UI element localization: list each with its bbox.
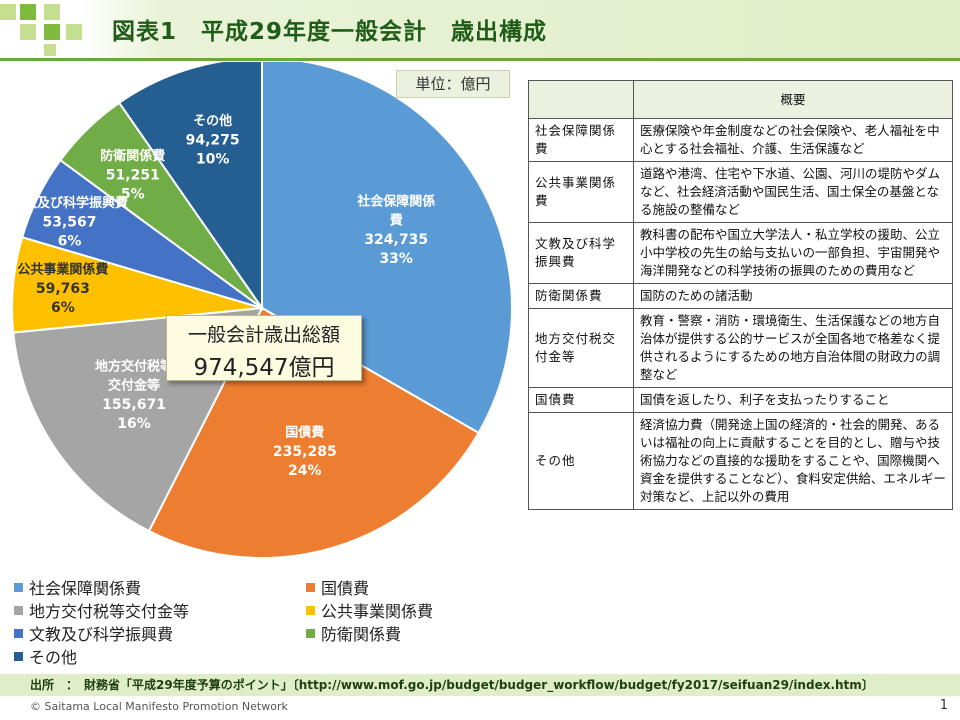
legend-label: 公共事業関係費 bbox=[321, 602, 434, 621]
slice-percent-0: 33% bbox=[379, 251, 413, 267]
slice-value-6: 94,275 bbox=[186, 133, 240, 149]
table-cell-description: 教科書の配布や国立大学法人・私立学校の援助、公立小中学校の先生の給与支払いの一部… bbox=[633, 222, 953, 284]
slice-percent-6: 10% bbox=[196, 152, 230, 168]
table-row: その他 経済協力費（開発途上国の経済的・社会的開発、あるいは福祉の向上に貢献するこ… bbox=[528, 412, 953, 510]
table-cell-description: 国防のための諸活動 bbox=[633, 283, 953, 309]
slice-label-1: 国債費 bbox=[285, 424, 324, 440]
slice-label-0: 社会保障関係 bbox=[356, 193, 435, 209]
table-row: 地方交付税交付金等 教育・警察・消防・環境衛生、生活保護などの地方自治体が提供する… bbox=[528, 308, 953, 388]
total-value: 974,547億円 bbox=[193, 355, 335, 381]
source-citation: 財務省「平成29年度予算のポイント」〔http://www.mof.go.jp/… bbox=[84, 678, 874, 692]
total-callout: 一般会計歳出総額 974,547億円 bbox=[166, 315, 362, 381]
pie-slices bbox=[11, 62, 513, 559]
legend-swatch bbox=[14, 582, 23, 592]
legend-swatch bbox=[306, 605, 315, 615]
legend-label: 文教及び科学振興費 bbox=[29, 625, 174, 644]
slice-value-5: 51,251 bbox=[106, 168, 160, 184]
unit-label: 単位：億円 bbox=[396, 70, 510, 98]
copyright: © Saitama Local Manifesto Promotion Netw… bbox=[30, 700, 288, 713]
legend-label: 防衛関係費 bbox=[321, 625, 402, 644]
legend-item: その他 bbox=[14, 644, 77, 668]
table-row: 公共事業関係費 道路や港湾、住宅や下水道、公園、河川の堤防やダムなど、社会経済活動… bbox=[528, 161, 953, 223]
table-cell-description: 国債を返したり、利子を支払ったりすること bbox=[633, 387, 953, 413]
table-cell-description: 教育・警察・消防・環境衛生、生活保護などの地方自治体が提供する公的サービスが全国… bbox=[633, 308, 953, 388]
table-cell-category: 文教及び科学振興費 bbox=[528, 222, 634, 284]
chart-legend: 社会保障関係費 国債費地方交付税等交付金等 公共事業関係費文教及び科学振興費 防衛関係… bbox=[14, 575, 514, 671]
summary-table: 概要 社会保障関係費 医療保険や年金制度などの社会保険や、老人福祉を中心とする社会… bbox=[528, 80, 953, 510]
table-cell-category: 地方交付税交付金等 bbox=[528, 308, 634, 388]
slice-percent-4: 6% bbox=[58, 234, 82, 250]
slice-percent-2: 16% bbox=[117, 416, 151, 432]
legend-item: 社会保障関係費 bbox=[14, 575, 141, 599]
table-cell-category: 国債費 bbox=[528, 387, 634, 413]
page-number: 1 bbox=[939, 698, 948, 713]
title-rule bbox=[0, 58, 960, 61]
table-cell-description: 医療保険や年金制度などの社会保険や、老人福祉を中心とする社会福祉、介護、生活保護… bbox=[633, 118, 953, 162]
legend-item: 文教及び科学振興費 bbox=[14, 621, 173, 645]
slice-label-3: 公共事業関係費 bbox=[17, 262, 108, 278]
slice-label-0: 費 bbox=[390, 212, 403, 228]
legend-swatch bbox=[14, 651, 23, 661]
table-row: 社会保障関係費 医療保険や年金制度などの社会保険や、老人福祉を中心とする社会福祉、… bbox=[528, 118, 953, 162]
slice-value-0: 324,735 bbox=[364, 232, 428, 248]
slice-label-2: 交付金等 bbox=[108, 378, 160, 394]
slice-value-4: 53,567 bbox=[42, 215, 96, 231]
legend-item: 国債費 bbox=[306, 575, 369, 599]
decorative-squares-icon bbox=[0, 4, 82, 56]
legend-swatch bbox=[306, 628, 315, 638]
pie-labels: 社会保障関係費 324,735 33% 国債費 235,285 24% 地方交付税等交付金等… bbox=[11, 113, 435, 479]
table-cell-category: 社会保障関係費 bbox=[528, 118, 634, 162]
title-bar: 図表1 平成29年度一般会計 歳出構成 bbox=[0, 0, 960, 61]
slice-percent-3: 6% bbox=[51, 300, 75, 316]
legend-item: 防衛関係費 bbox=[306, 621, 401, 645]
slice-label-6: その他 bbox=[193, 113, 232, 129]
table-row: 防衛関係費 国防のための諸活動 bbox=[528, 283, 953, 309]
slice-value-3: 59,763 bbox=[36, 281, 90, 297]
table-row: 国債費 国債を返したり、利子を支払ったりすること bbox=[528, 387, 953, 413]
table-header-row: 概要 bbox=[528, 80, 953, 119]
legend-swatch bbox=[14, 605, 23, 615]
legend-label: その他 bbox=[29, 648, 78, 667]
pie-slice-6 bbox=[117, 62, 263, 312]
legend-swatch bbox=[14, 628, 23, 638]
table-header-empty bbox=[528, 80, 634, 119]
total-label: 一般会計歳出総額 bbox=[187, 324, 340, 346]
legend-label: 社会保障関係費 bbox=[29, 579, 142, 598]
legend-item: 公共事業関係費 bbox=[306, 598, 433, 622]
slice-label-5: 防衛関係費 bbox=[100, 148, 165, 164]
table-cell-category: 公共事業関係費 bbox=[528, 161, 634, 223]
legend-label: 地方交付税等交付金等 bbox=[29, 602, 190, 621]
legend-swatch bbox=[306, 582, 315, 592]
slice-label-4: 文教及び科学振興費 bbox=[11, 195, 128, 211]
slice-label-2: 地方交付税等 bbox=[95, 359, 173, 375]
slice-percent-1: 24% bbox=[288, 463, 322, 479]
table-header-summary: 概要 bbox=[633, 80, 953, 119]
table-row: 文教及び科学振興費 教科書の配布や国立大学法人・私立学校の援助、公立小中学校の先生… bbox=[528, 222, 953, 284]
source-bar: 出所 ： 財務省「平成29年度予算のポイント」〔http://www.mof.g… bbox=[0, 674, 960, 696]
table-cell-description: 道路や港湾、住宅や下水道、公園、河川の堤防やダムなど、社会経済活動や国民生活、国… bbox=[633, 161, 953, 223]
legend-label: 国債費 bbox=[321, 579, 370, 598]
slice-value-2: 155,671 bbox=[102, 397, 166, 413]
page-title: 図表1 平成29年度一般会計 歳出構成 bbox=[112, 19, 548, 45]
legend-item: 地方交付税等交付金等 bbox=[14, 598, 189, 622]
table-cell-category: その他 bbox=[528, 412, 634, 510]
source-label: 出所 ： bbox=[30, 678, 79, 692]
table-cell-category: 防衛関係費 bbox=[528, 283, 634, 309]
table-cell-description: 経済協力費（開発途上国の経済的・社会的開発、あるいは福祉の向上に貢献することを目… bbox=[633, 412, 953, 510]
slice-percent-5: 5% bbox=[121, 187, 145, 203]
slice-value-1: 235,285 bbox=[273, 444, 337, 460]
